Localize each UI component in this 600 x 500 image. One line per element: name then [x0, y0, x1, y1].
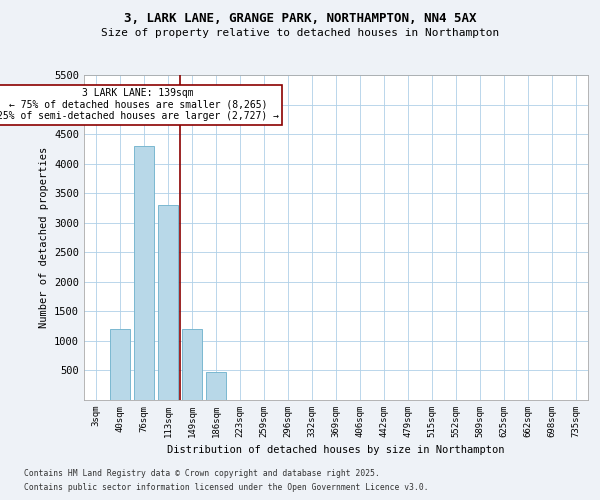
Text: 3 LARK LANE: 139sqm
← 75% of detached houses are smaller (8,265)
25% of semi-det: 3 LARK LANE: 139sqm ← 75% of detached ho…: [0, 88, 279, 121]
X-axis label: Distribution of detached houses by size in Northampton: Distribution of detached houses by size …: [167, 446, 505, 456]
Text: Contains HM Land Registry data © Crown copyright and database right 2025.: Contains HM Land Registry data © Crown c…: [24, 468, 380, 477]
Y-axis label: Number of detached properties: Number of detached properties: [38, 147, 49, 328]
Bar: [110, 329, 130, 400]
Bar: [134, 146, 154, 400]
Bar: [158, 205, 178, 400]
Text: 3, LARK LANE, GRANGE PARK, NORTHAMPTON, NN4 5AX: 3, LARK LANE, GRANGE PARK, NORTHAMPTON, …: [124, 12, 476, 26]
Text: Size of property relative to detached houses in Northampton: Size of property relative to detached ho…: [101, 28, 499, 38]
Bar: [206, 372, 226, 400]
Text: Contains public sector information licensed under the Open Government Licence v3: Contains public sector information licen…: [24, 484, 428, 492]
Bar: [182, 329, 202, 400]
